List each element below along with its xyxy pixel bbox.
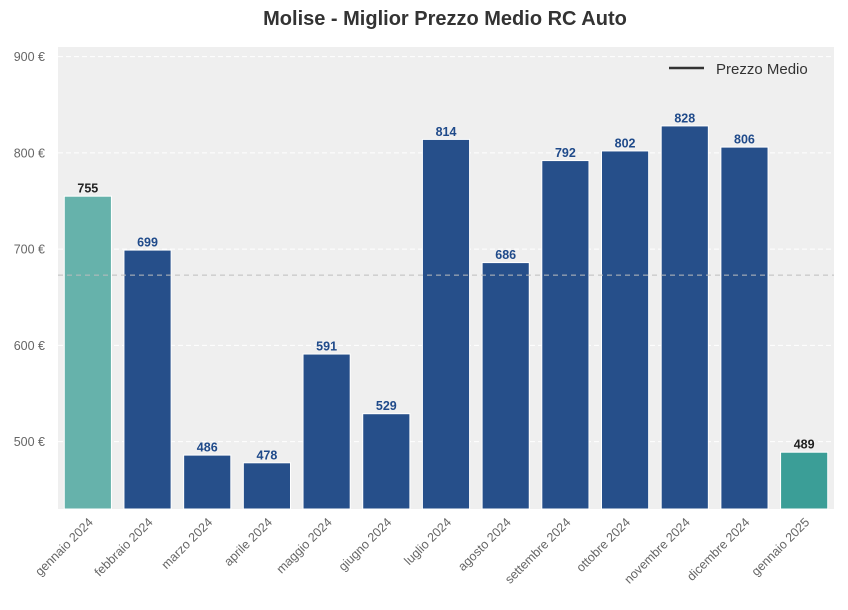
- bar: [183, 454, 232, 510]
- x-tick-label: marzo 2024: [159, 515, 216, 572]
- bar-value-label: 529: [376, 399, 397, 413]
- bar-value-label: 806: [734, 133, 755, 147]
- bar-value-label: 686: [495, 248, 516, 262]
- x-tick-label: giugno 2024: [336, 515, 395, 574]
- bar: [63, 195, 112, 510]
- bars: [63, 125, 829, 510]
- bar-value-label: 699: [137, 236, 158, 250]
- y-tick-label: 700 €: [14, 243, 45, 257]
- x-tick-label: gennaio 2025: [749, 515, 813, 579]
- x-tick-label: agosto 2024: [455, 515, 514, 574]
- y-tick-label: 800 €: [14, 146, 45, 160]
- y-tick-label: 500 €: [14, 435, 45, 449]
- bar: [362, 413, 411, 510]
- bar: [302, 353, 351, 510]
- bar: [600, 150, 650, 510]
- bar: [481, 262, 530, 510]
- y-tick-label: 900 €: [14, 50, 45, 64]
- y-axis: 500 € 600 € 700 € 800 € 900 €: [14, 50, 45, 449]
- bar-value-label: 489: [794, 438, 815, 452]
- bar: [541, 160, 590, 510]
- bar-value-label: 755: [77, 182, 98, 196]
- bar-value-label: 486: [197, 441, 218, 455]
- x-tick-label: febbraio 2024: [92, 515, 156, 579]
- bar-value-label: 814: [436, 125, 457, 139]
- chart-title: Molise - Miglior Prezzo Medio RC Auto: [263, 8, 627, 30]
- bar: [242, 462, 292, 510]
- bar-value-label: 478: [256, 448, 277, 462]
- x-tick-label: maggio 2024: [274, 515, 335, 576]
- bar-value-label: 591: [316, 340, 337, 354]
- x-tick-label: dicembre 2024: [684, 515, 752, 583]
- bar: [780, 451, 829, 510]
- y-tick-label: 600 €: [14, 339, 45, 353]
- value-labels: 755 699 486 478 591 529 814 686 792 802 828 806 489: [77, 111, 814, 462]
- legend-label: Prezzo Medio: [716, 61, 808, 78]
- x-tick-label: ottobre 2024: [574, 515, 634, 575]
- bar-value-label: 802: [615, 136, 636, 150]
- bar-value-label: 792: [555, 146, 576, 160]
- x-tick-label: luglio 2024: [401, 515, 454, 568]
- legend: Prezzo Medio: [669, 61, 808, 78]
- x-tick-label: aprile 2024: [221, 515, 275, 569]
- bar: [720, 146, 769, 510]
- x-tick-label: gennaio 2024: [32, 515, 96, 579]
- bar-value-label: 828: [674, 111, 695, 125]
- bar: [123, 249, 172, 510]
- bar: [421, 138, 471, 510]
- bar: [660, 125, 709, 510]
